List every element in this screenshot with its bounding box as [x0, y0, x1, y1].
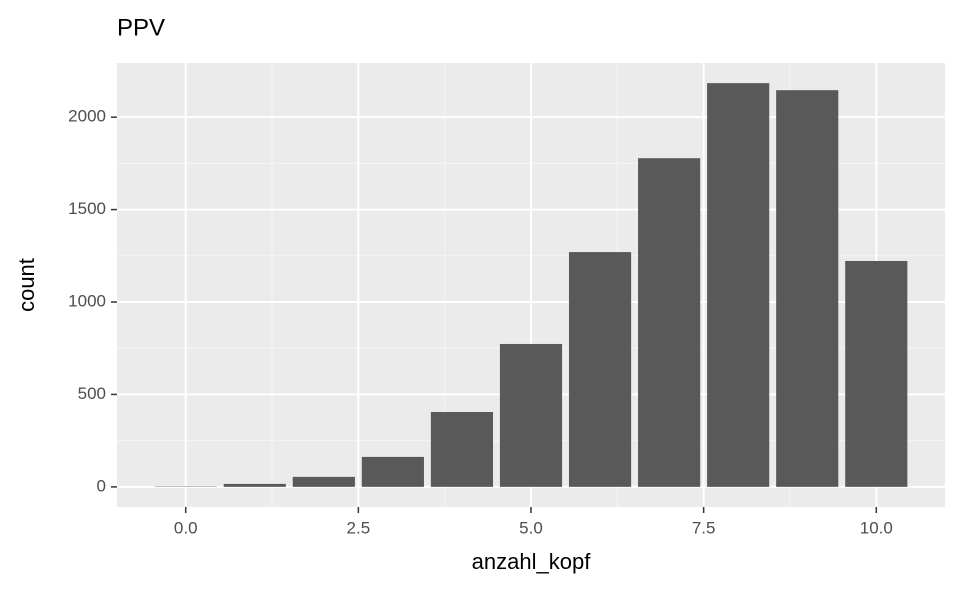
x-tick-label: 2.5: [347, 518, 371, 537]
bar: [638, 158, 701, 487]
x-tick-label: 10.0: [860, 518, 893, 537]
bar: [776, 90, 839, 487]
y-tick-label: 500: [78, 384, 106, 403]
y-tick-label: 0: [97, 476, 106, 495]
y-tick-label: 1500: [68, 199, 106, 218]
x-tick-label: 5.0: [519, 518, 543, 537]
bar: [361, 456, 424, 487]
bar: [292, 476, 355, 487]
chart-title: PPV: [117, 14, 165, 41]
x-tick-label: 0.0: [174, 518, 198, 537]
bar: [845, 260, 908, 487]
x-axis-label: anzahl_kopf: [472, 549, 592, 574]
bar: [707, 83, 770, 487]
y-tick-label: 1000: [68, 291, 106, 310]
y-axis-label: count: [14, 258, 39, 312]
y-tick-label: 2000: [68, 107, 106, 126]
bar: [223, 483, 286, 487]
bar: [430, 411, 494, 487]
bar: [499, 343, 563, 487]
bar: [568, 252, 632, 487]
x-tick-label: 7.5: [692, 518, 716, 537]
